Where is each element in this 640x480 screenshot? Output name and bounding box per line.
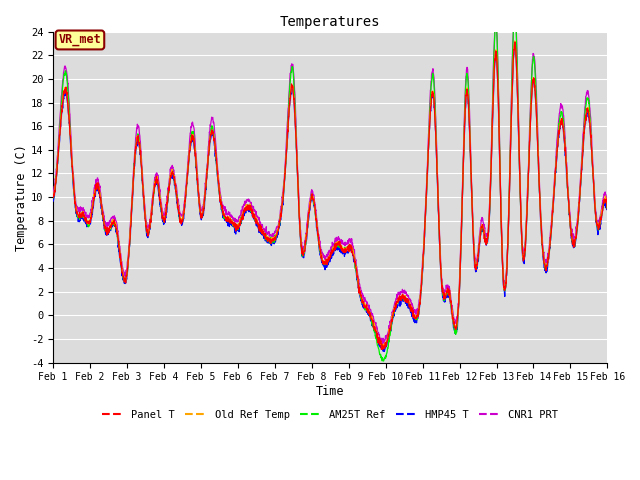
Title: Temperatures: Temperatures: [280, 15, 380, 29]
X-axis label: Time: Time: [316, 385, 344, 398]
Y-axis label: Temperature (C): Temperature (C): [15, 144, 28, 251]
Text: VR_met: VR_met: [58, 34, 101, 47]
Legend: Panel T, Old Ref Temp, AM25T Ref, HMP45 T, CNR1 PRT: Panel T, Old Ref Temp, AM25T Ref, HMP45 …: [98, 406, 563, 424]
